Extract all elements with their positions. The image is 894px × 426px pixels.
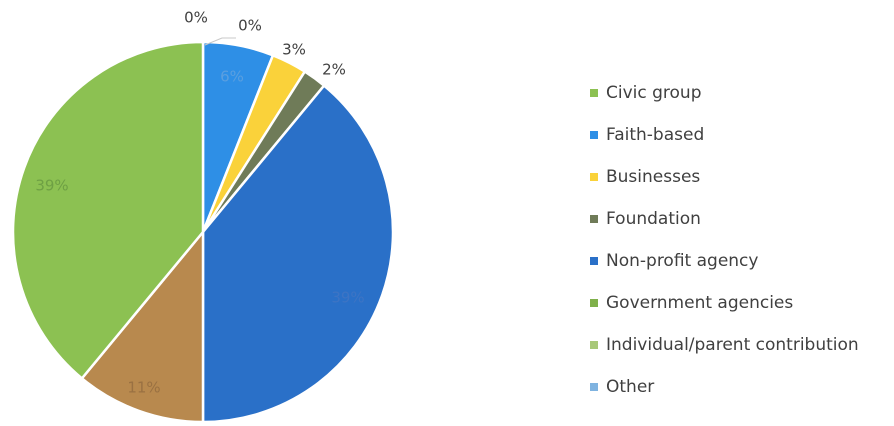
legend-swatch xyxy=(590,131,598,139)
data-label-faith-based: 6% xyxy=(220,68,244,86)
legend-label: Other xyxy=(606,377,655,397)
legend-item-other: Other xyxy=(590,366,859,408)
chart-legend: Civic group Faith-based Businesses Foundati… xyxy=(590,72,859,408)
legend-item-civic-group: Civic group xyxy=(590,72,859,114)
legend-label: Faith-based xyxy=(606,125,705,145)
data-label-government-agencies: 0% xyxy=(238,17,262,35)
legend-swatch xyxy=(590,257,598,265)
data-label-non-profit-agency: 39% xyxy=(331,289,364,307)
legend-label: Individual/parent contribution xyxy=(606,335,859,355)
legend-label: Civic group xyxy=(606,83,702,103)
pie-slice-non-profit-agency xyxy=(201,83,395,424)
legend-label: Businesses xyxy=(606,167,701,187)
legend-swatch xyxy=(590,89,598,97)
legend-swatch xyxy=(590,299,598,307)
legend-label: Non-profit agency xyxy=(606,251,759,271)
legend-swatch xyxy=(590,173,598,181)
data-label-businesses: 3% xyxy=(282,41,306,59)
legend-label: Government agencies xyxy=(606,293,794,313)
leader-line xyxy=(204,37,236,46)
legend-item-businesses: Businesses xyxy=(590,156,859,198)
legend-item-non-profit-agency: Non-profit agency xyxy=(590,240,859,282)
legend-item-foundation: Foundation xyxy=(590,198,859,240)
data-label-individual-parent-contribution: 11% xyxy=(127,379,160,397)
legend-swatch xyxy=(590,383,598,391)
legend-item-faith-based: Faith-based xyxy=(590,114,859,156)
legend-item-government-agencies: Government agencies xyxy=(590,282,859,324)
legend-swatch xyxy=(590,341,598,349)
legend-label: Foundation xyxy=(606,209,701,229)
pie-slice-individual-parent-contribution xyxy=(80,228,205,424)
legend-swatch xyxy=(590,215,598,223)
data-label-foundation: 2% xyxy=(322,61,346,79)
data-label-civic-group: 39% xyxy=(35,177,68,195)
pie-slice-civic-group xyxy=(11,40,205,381)
data-label-other: 0% xyxy=(184,9,208,27)
legend-item-individual-parent-contribution: Individual/parent contribution xyxy=(590,324,859,366)
